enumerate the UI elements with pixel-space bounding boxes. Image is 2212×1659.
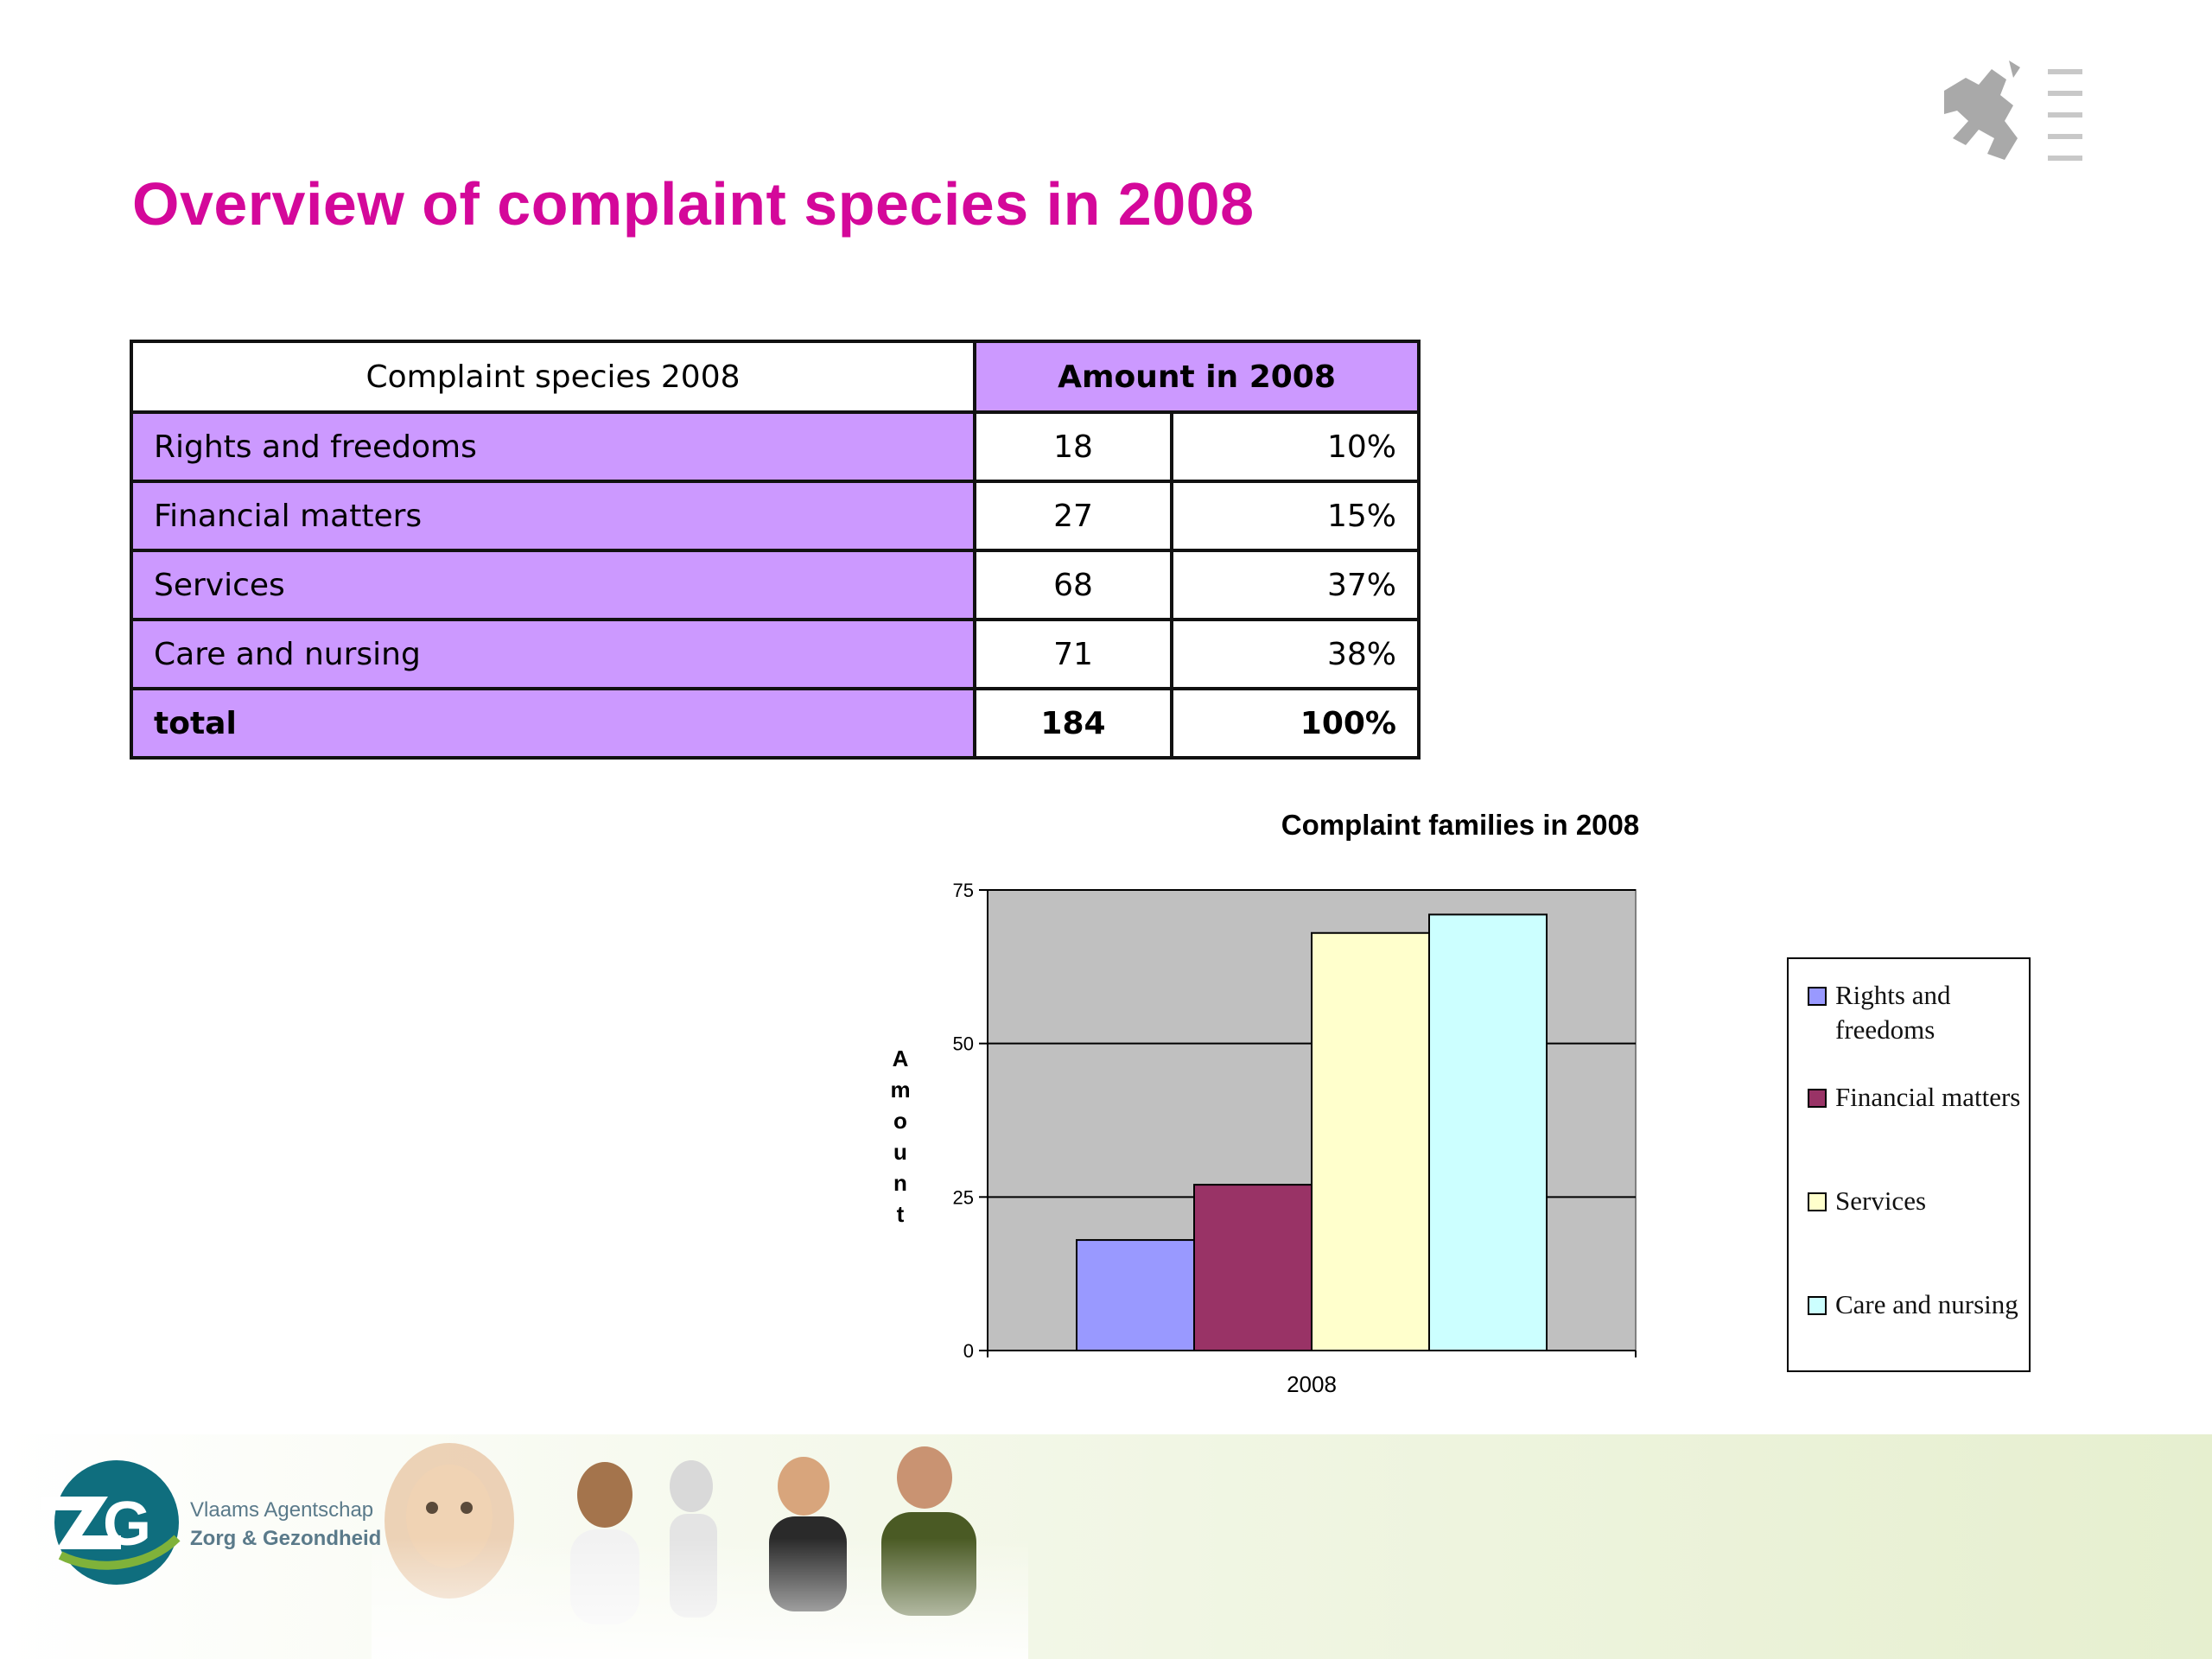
- chart-title: Complaint families in 2008: [1281, 809, 1639, 841]
- bar: [1428, 913, 1548, 1351]
- zg-logo: ZG Vlaams Agentschap Zorg & Gezondheid: [41, 1460, 381, 1585]
- legend-label: Rights and freedoms: [1835, 980, 1951, 1045]
- y-tick-label: 25: [953, 1186, 974, 1208]
- legend-swatch: [1808, 1089, 1827, 1108]
- table-row: Financial matters 27 15%: [130, 480, 1421, 552]
- header-complaint-species: Complaint species 2008: [130, 340, 976, 414]
- legend-label: Financial matters: [1835, 1082, 2021, 1112]
- legend-swatch: [1808, 1192, 1827, 1211]
- table-row: Services 68 37%: [130, 549, 1421, 621]
- header-amount: Amount in 2008: [973, 340, 1421, 414]
- table-header-row: Complaint species 2008 Amount in 2008: [130, 340, 1421, 414]
- legend-label: Care and nursing: [1835, 1289, 2018, 1319]
- row-amount: 68: [973, 549, 1173, 621]
- row-percent: 15%: [1170, 480, 1421, 552]
- total-percent: 100%: [1170, 687, 1421, 760]
- slide-title: Overview of complaint species in 2008: [132, 170, 1255, 238]
- chart-legend: Rights and freedoms Financial matters Se…: [1787, 957, 2031, 1372]
- row-percent: 37%: [1170, 549, 1421, 621]
- legend-item-services: Services: [1808, 1184, 2024, 1218]
- row-label: Rights and freedoms: [130, 410, 976, 483]
- logo-text-line1: Vlaams Agentschap: [190, 1498, 373, 1522]
- total-amount: 184: [973, 687, 1173, 760]
- row-amount: 71: [973, 618, 1173, 690]
- table-row: Care and nursing 71 38%: [130, 618, 1421, 690]
- legend-swatch: [1808, 987, 1827, 1006]
- table-row: Rights and freedoms 18 10%: [130, 410, 1421, 483]
- bar: [1193, 1184, 1313, 1351]
- y-axis-label-char: n: [893, 1170, 907, 1196]
- legend-label: Services: [1835, 1185, 1927, 1216]
- total-label: total: [130, 687, 976, 760]
- logo-letters: ZG: [65, 1490, 151, 1559]
- legend-swatch: [1808, 1296, 1827, 1315]
- y-axis-label-char: A: [893, 1046, 909, 1071]
- y-tick-label: 50: [953, 1033, 974, 1055]
- legend-item-care-and-nursing: Care and nursing: [1808, 1287, 2024, 1322]
- row-label: Services: [130, 549, 976, 621]
- y-axis-label-char: u: [893, 1139, 907, 1165]
- people-photo-collage: [372, 1443, 1028, 1659]
- bar: [1076, 1239, 1195, 1351]
- row-label: Financial matters: [130, 480, 976, 552]
- y-axis-label-char: m: [890, 1077, 910, 1103]
- y-axis-label-char: t: [897, 1201, 905, 1227]
- logo-text-line2: Zorg & Gezondheid: [190, 1527, 381, 1550]
- y-tick-label: 75: [953, 880, 974, 901]
- row-percent: 38%: [1170, 618, 1421, 690]
- legend-item-rights-and-freedoms: Rights and freedoms: [1808, 978, 2024, 1047]
- x-tick-label: 2008: [1287, 1371, 1337, 1397]
- y-axis-label-char: o: [893, 1108, 907, 1134]
- table-total-row: total 184 100%: [130, 687, 1421, 760]
- y-tick-label: 0: [963, 1340, 974, 1362]
- row-percent: 10%: [1170, 410, 1421, 483]
- footer-banner: [0, 1434, 2212, 1659]
- row-label: Care and nursing: [130, 618, 976, 690]
- legend-item-financial-matters: Financial matters: [1808, 1080, 2024, 1115]
- complaint-species-table: Complaint species 2008 Amount in 2008 Ri…: [130, 340, 1421, 760]
- row-amount: 27: [973, 480, 1173, 552]
- flemish-lion-logo: [1944, 60, 2082, 161]
- row-amount: 18: [973, 410, 1173, 483]
- bar: [1311, 931, 1430, 1352]
